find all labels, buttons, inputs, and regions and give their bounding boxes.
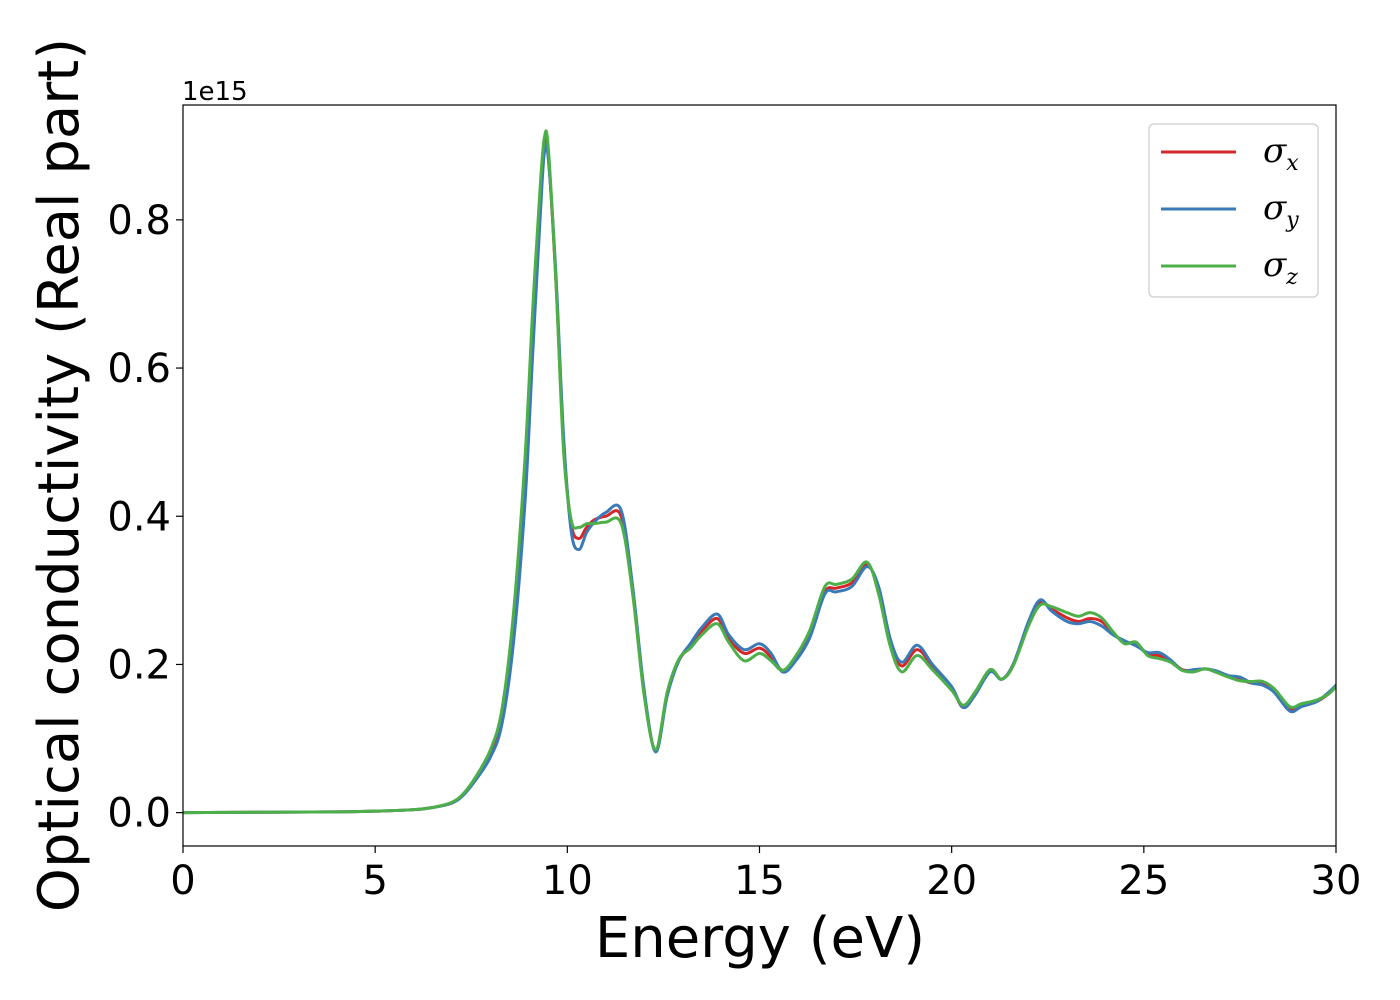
series-line-y bbox=[183, 142, 1336, 815]
x-tick-label: 5 bbox=[362, 858, 387, 904]
y-tick-label: 0.2 bbox=[107, 642, 171, 688]
x-tick-label: 0 bbox=[170, 858, 195, 904]
series-lines bbox=[183, 129, 1336, 815]
y-offset-label: 1e15 bbox=[182, 77, 248, 107]
legend-label-x: σx bbox=[1263, 131, 1299, 176]
y-tick-label: 0.0 bbox=[107, 791, 171, 837]
x-tick-label: 30 bbox=[1311, 858, 1362, 904]
y-tick-label: 0.8 bbox=[107, 198, 171, 244]
x-tick-label: 10 bbox=[542, 858, 593, 904]
legend: σx σy σz bbox=[1148, 123, 1319, 298]
legend-label-z: σz bbox=[1263, 245, 1298, 290]
y-axis-title: Optical conductivity (Real part) bbox=[27, 38, 92, 912]
x-tick-label: 20 bbox=[926, 858, 977, 904]
x-tick-label: 15 bbox=[734, 858, 785, 904]
legend-label-y: σy bbox=[1263, 188, 1299, 233]
x-axis: 0 5 10 15 20 25 30 bbox=[170, 846, 1361, 904]
series-line-z bbox=[183, 129, 1336, 815]
y-axis: 0.0 0.2 0.4 0.6 0.8 bbox=[107, 198, 183, 837]
y-tick-label: 0.6 bbox=[107, 346, 171, 392]
x-tick-label: 25 bbox=[1118, 858, 1169, 904]
x-axis-title: Energy (eV) bbox=[595, 906, 925, 971]
y-tick-label: 0.4 bbox=[107, 494, 171, 540]
